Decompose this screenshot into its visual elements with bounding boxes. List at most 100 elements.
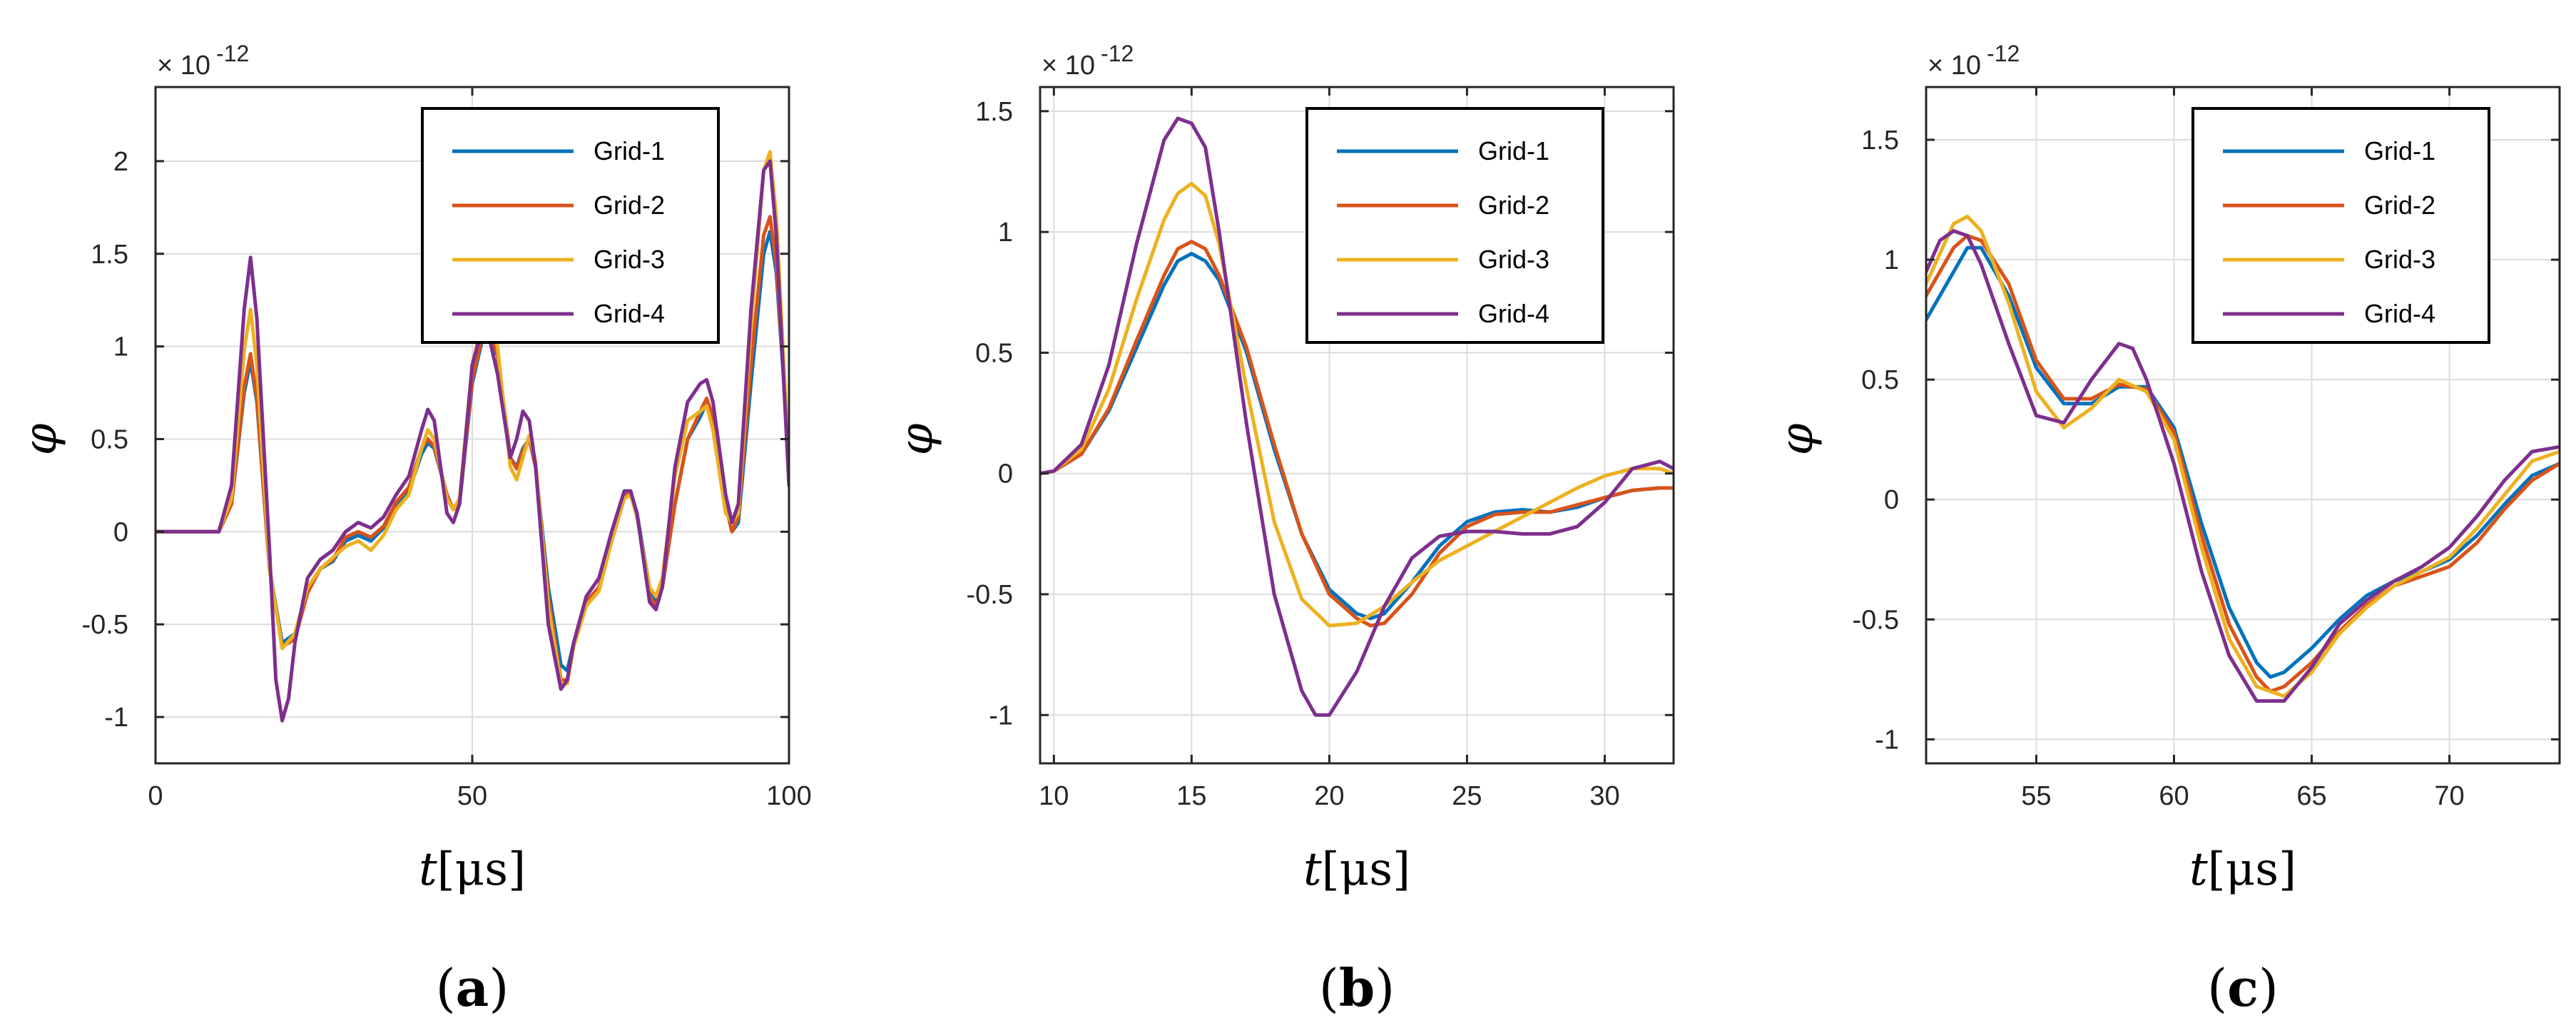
y-tick-label: 0 [1884,485,1899,515]
y-exponent-label: × 10 -12 [1042,41,1134,81]
y-tick-label: -0.5 [967,580,1013,610]
exponent-power: -12 [216,41,249,66]
axes-box [1039,86,1675,765]
legend-entry-grid-2: Grid-2 [1478,190,1549,220]
panel-a: 0 50 100 -1 -0.5 0 0.5 1 1.5 2 × 10 -12 φ t[μs] Grid-1… [14,41,812,1018]
x-tick-label: 55 [2021,781,2051,811]
legend: Grid-1 Grid-2 Grid-3 Grid-4 [421,107,720,344]
series-group [156,150,789,723]
legend-entry-grid-3: Grid-3 [1478,245,1549,274]
x-axis-label-var: t [2189,843,2208,896]
panel-label-open: ( [1319,958,1339,1018]
y-exponent-label: × 10 -12 [157,41,249,81]
x-axis-label: t[μs] [2189,843,2296,896]
x-tick-label: 50 [457,781,487,811]
series-line-grid-2 [1926,233,2560,693]
y-exponent-label: × 10 -12 [1928,41,2020,81]
y-tick-label: 0 [998,459,1013,489]
y-tick-label: -0.5 [82,610,128,640]
exponent-times: × 10 [157,51,210,81]
y-tick-label: 1 [113,332,128,362]
x-tick-label: 60 [2159,781,2189,811]
x-axis-label: t[μs] [419,843,526,896]
y-tick-label: 0 [113,517,128,547]
x-tick-label: 15 [1176,781,1206,811]
legend-box [2191,107,2490,344]
panel-label-close: ) [2259,958,2279,1018]
legend-entry-grid-4: Grid-4 [2364,299,2435,328]
y-axis-label: φ [1771,423,1823,455]
y-tick-label: 1.5 [975,97,1013,127]
y-tick-label: 1.5 [91,240,128,270]
legend-box [1305,107,1604,344]
panel-label-open: ( [436,958,456,1018]
series-line-grid-4 [156,159,789,723]
legend-entry-grid-4: Grid-4 [1478,299,1549,328]
series-line-grid-3 [1040,181,1674,628]
panel-label-close: ) [1375,958,1395,1018]
exponent-times: × 10 [1928,51,1981,81]
x-tick-label: 65 [2296,781,2326,811]
y-tick-label: 1 [1884,245,1899,275]
panel-label: (b) [1319,957,1395,1018]
panel-label-letter: b [1339,957,1375,1018]
panel-label-close: ) [489,958,509,1018]
series-line-grid-4 [1040,116,1674,717]
series-line-grid-2 [1040,240,1674,628]
exponent-power: -12 [1101,41,1134,66]
legend-entry-grid-1: Grid-1 [2364,136,2435,166]
series-line-grid-3 [156,150,789,686]
legend-entry-grid-1: Grid-1 [1478,136,1549,166]
legend-entry-grid-4: Grid-4 [594,299,665,328]
y-tick-label: -0.5 [1853,605,1899,635]
y-tick-label: 0.5 [91,424,128,454]
x-axis-label-unit: [μs] [437,843,526,896]
panel-label-open: ( [2207,958,2227,1018]
y-tick-label: 2 [113,147,128,177]
y-tick-label: 1 [998,218,1013,248]
legend-box [421,107,720,344]
y-tick-label: 1.5 [1861,126,1899,156]
legend: Grid-1 Grid-2 Grid-3 Grid-4 [1305,107,1604,344]
x-axis-label: t[μs] [1303,843,1410,896]
series-group [1040,116,1674,717]
series-group [1926,215,2560,703]
x-tick-label: 30 [1589,781,1619,811]
panel-c: 55 60 65 70 -1 -0.5 0 0.5 1 1.5 × 10 -12 φ t[μs] Grid-… [1771,41,2561,1018]
panel-b: 10 15 20 25 30 -1 -0.5 0 0.5 1 1.5 × 10 -12 φ t[μs] Gri… [890,41,1675,1018]
legend-entry-grid-3: Grid-3 [594,245,665,274]
legend-entry-grid-3: Grid-3 [2364,245,2435,274]
y-tick-label: -1 [989,701,1013,731]
legend-entry-grid-2: Grid-2 [2364,190,2435,220]
y-tick-label: 0.5 [975,338,1013,368]
x-axis-label-var: t [419,843,437,896]
x-tick-label: 70 [2434,781,2464,811]
x-axis-label-var: t [1303,843,1322,896]
legend-entry-grid-2: Grid-2 [594,190,665,220]
panel-label: (a) [436,957,509,1018]
y-axis-label: φ [14,423,67,455]
legend: Grid-1 Grid-2 Grid-3 Grid-4 [2191,107,2490,344]
legend-entry-grid-1: Grid-1 [594,136,665,166]
panel-label-letter: c [2227,957,2259,1018]
panel-label: (c) [2207,957,2279,1018]
exponent-times: × 10 [1042,51,1095,81]
x-tick-label: 10 [1039,781,1069,811]
x-tick-label: 25 [1452,781,1482,811]
x-axis-label-unit: [μs] [1322,843,1410,896]
series-line-grid-1 [1926,245,2560,679]
x-tick-label: 0 [148,781,163,811]
y-tick-label: -1 [1875,725,1899,755]
x-axis-label-unit: [μs] [2208,843,2296,896]
exponent-power: -12 [1987,41,2020,66]
series-line-grid-3 [1926,215,2560,698]
series-line-grid-4 [1926,229,2560,703]
x-tick-label: 20 [1314,781,1344,811]
panel-label-letter: a [456,957,489,1018]
x-tick-label: 100 [766,781,811,811]
y-axis-label: φ [890,423,943,455]
y-tick-label: 0.5 [1861,365,1899,395]
y-tick-label: -1 [104,703,128,733]
axes-box [1925,86,2561,765]
